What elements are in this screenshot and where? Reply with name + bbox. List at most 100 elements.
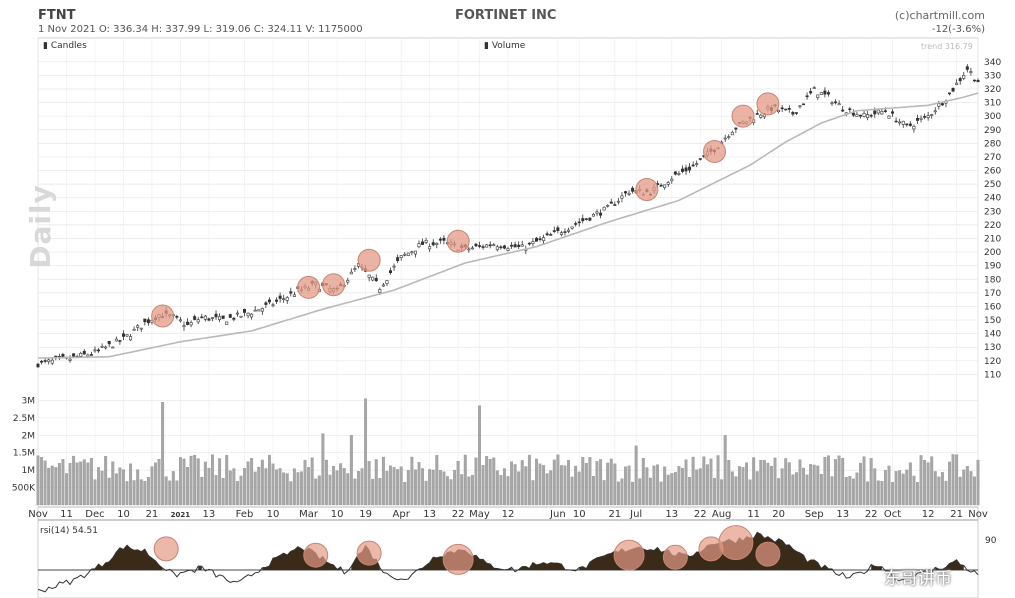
volume-bar [342, 468, 346, 506]
candle-body [104, 346, 108, 349]
candle-body [143, 318, 147, 323]
candle-body [292, 294, 296, 297]
candle-body [798, 105, 802, 108]
volume-tick-label: 1M [22, 466, 36, 476]
volume-bar [958, 476, 962, 506]
candle-body [915, 118, 919, 121]
volume-bar [549, 470, 553, 506]
volume-bar [620, 478, 624, 506]
volume-bar [488, 458, 492, 506]
candle-body [616, 200, 620, 203]
candle-body [734, 127, 738, 130]
volume-bar [599, 459, 603, 506]
volume-bar-icon: ▮ [484, 41, 489, 51]
candle-body [435, 242, 439, 245]
volume-bar [574, 465, 578, 506]
volume-bar [684, 459, 688, 506]
candle-body [908, 123, 912, 126]
x-tick-label: 10 [573, 509, 586, 520]
candle-body [392, 265, 396, 268]
candle-body [61, 354, 65, 358]
volume-bar [485, 456, 489, 506]
volume-bar [328, 474, 332, 506]
volume-bar [403, 482, 407, 506]
x-tick-label: Dec [85, 509, 104, 520]
x-tick-label: 21 [146, 509, 159, 520]
candle-body [260, 308, 264, 312]
candle-body [951, 87, 955, 92]
volume-bar [773, 457, 777, 506]
volume-bar [802, 467, 805, 506]
candle-body [278, 295, 282, 299]
rsi-overbought-fill [91, 545, 163, 570]
volume-bar [125, 481, 129, 506]
candle-body [905, 123, 909, 126]
candle-body [620, 195, 624, 199]
candle-body [378, 289, 382, 293]
candle-body [253, 309, 257, 312]
volume-bar [164, 476, 168, 506]
volume-bar [634, 445, 638, 506]
volume-bar [862, 456, 866, 506]
volume-bar [730, 471, 734, 506]
volume-bar [923, 460, 927, 506]
volume-bar [592, 475, 595, 506]
volume-bar [908, 462, 912, 506]
volume-bar [470, 474, 474, 506]
volume-bar [770, 465, 773, 506]
price-tick-label: 160 [984, 302, 1001, 312]
volume-bar [499, 475, 503, 506]
volume-bar [442, 471, 446, 506]
price-tick-label: 250 [984, 180, 1001, 190]
candle-body [577, 221, 581, 224]
volume-bar [538, 463, 542, 506]
volume-bar [203, 461, 207, 506]
candle-body [243, 308, 247, 313]
candle-body [396, 257, 400, 261]
candle-body [901, 120, 905, 125]
volume-bar [873, 468, 877, 506]
volume-bar [659, 481, 663, 506]
candle-body [527, 242, 531, 245]
volume-bar [478, 405, 481, 506]
volume-bar [891, 482, 894, 506]
candle-body [955, 82, 959, 85]
candle-body [481, 246, 485, 248]
volume-bar [143, 480, 147, 506]
candle-body [403, 253, 407, 256]
volume-bar [552, 459, 556, 506]
candle-body [680, 168, 684, 172]
candle-body [68, 358, 72, 361]
volume-bar [859, 462, 862, 506]
candle-body [175, 316, 179, 318]
candle-body [385, 280, 389, 284]
volume-bar [876, 480, 880, 506]
volume-bar [787, 462, 791, 506]
candle-body [517, 244, 521, 247]
volume-bar [933, 471, 937, 506]
volume-bar [531, 480, 535, 506]
candle-body [876, 109, 880, 114]
volume-bar [481, 465, 485, 506]
candle-body [118, 340, 122, 342]
volume-bar [100, 470, 104, 506]
candle-body [431, 242, 435, 246]
candle-body [855, 114, 859, 117]
candle-body [574, 223, 578, 225]
candle-body [413, 250, 417, 255]
volume-bar [267, 454, 271, 506]
volume-bar [524, 466, 528, 506]
volume-bar [378, 478, 382, 506]
volume-bar [691, 456, 695, 506]
volume-bar [748, 479, 752, 506]
volume-bar [453, 470, 457, 506]
volume-bar [976, 459, 980, 506]
volume-bar [606, 462, 610, 506]
volume-bar [86, 462, 90, 506]
candle-body [556, 227, 560, 232]
volume-bar [809, 464, 813, 506]
x-tick-label: May [469, 509, 490, 520]
candle-body [851, 112, 855, 116]
volume-bar [848, 476, 852, 506]
candle-body [599, 212, 603, 216]
